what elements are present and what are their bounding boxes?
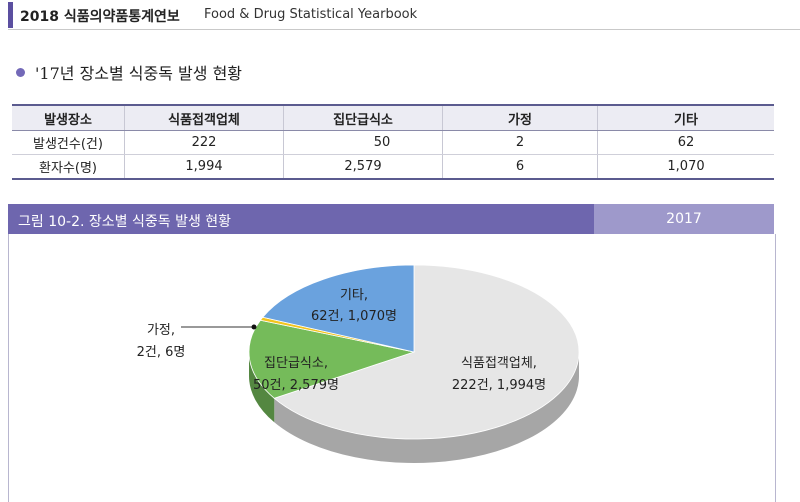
table-cell: 50: [283, 130, 443, 155]
home-leader-dot: [251, 324, 257, 330]
table-cell: 환자수(명): [12, 154, 125, 180]
statistics-table: 발생장소 식품접객업체 집단급식소 가정 기타 발생건수(건) 222 50 2…: [12, 104, 774, 180]
bullet-icon: [16, 68, 25, 77]
label-home-value: 2건, 6명: [137, 345, 186, 360]
figure-title-bar: 그림 10-2. 장소별 식중독 발생 현황 2017: [8, 204, 774, 234]
label-restaurant-value: 222건, 1,994명: [452, 378, 546, 393]
column-header: 가정: [442, 104, 598, 131]
page-header: 2018 식품의약품통계연보 Food & Drug Statistical Y…: [0, 0, 800, 30]
table-header-row: 발생장소 식품접객업체 집단급식소 가정 기타: [12, 104, 774, 131]
label-other-value: 62건, 1,070명: [311, 309, 397, 324]
header-title-korean: 2018 식품의약품통계연보: [20, 9, 180, 25]
figure-year: 2017: [666, 211, 702, 227]
pie-chart: 기타, 62건, 1,070명 가정, 2건, 6명 집단급식소, 50건, 2…: [137, 264, 580, 463]
table-row: 발생건수(건) 222 50 2 62: [12, 130, 774, 155]
pie-leader: [181, 324, 257, 330]
table-cell: 1,994: [124, 154, 284, 180]
label-restaurant-name: 식품접객업체,: [461, 356, 537, 371]
table-cell: 2: [442, 130, 598, 155]
column-header: 발생장소: [12, 104, 125, 131]
pie-side-restaurant: [274, 352, 579, 463]
section-subtitle: '17년 장소별 식중독 발생 현황: [16, 60, 242, 84]
column-header: 기타: [597, 104, 774, 131]
header-divider: [8, 29, 800, 30]
table-cell: 2,579: [283, 154, 443, 180]
figure-year-bg: [594, 204, 774, 234]
table-cell: 발생건수(건): [12, 130, 125, 155]
pie-slice-cafeteria: [248, 319, 416, 399]
table-cell: 6: [442, 154, 598, 180]
section-subtitle-text: '17년 장소별 식중독 발생 현황: [35, 64, 243, 83]
label-other-name: 기타,: [340, 288, 368, 303]
figure-title: 그림 10-2. 장소별 식중독 발생 현황: [18, 214, 232, 230]
pie-tops: [248, 264, 580, 440]
table-cell: 1,070: [597, 154, 774, 180]
figure-box: 기타, 62건, 1,070명 가정, 2건, 6명 집단급식소, 50건, 2…: [8, 234, 776, 502]
label-cafeteria-name: 집단급식소,: [264, 356, 328, 371]
column-header: 식품접객업체: [124, 104, 284, 131]
table-row: 환자수(명) 1,994 2,579 6 1,070: [12, 154, 774, 180]
header-accent-bar: [8, 2, 13, 28]
header-title-english: Food & Drug Statistical Yearbook: [204, 7, 418, 22]
label-home-name: 가정,: [147, 323, 175, 338]
figure-title-bg: [8, 204, 594, 234]
pie-slice-other: [262, 264, 415, 353]
table-cell: 222: [124, 130, 284, 155]
label-cafeteria-value: 50건, 2,579명: [253, 378, 339, 393]
pie-side-cafeteria: [249, 352, 275, 423]
pie-slice-restaurant: [273, 264, 580, 440]
table-cell: 62: [597, 130, 774, 155]
column-header: 집단급식소: [283, 104, 443, 131]
pie-sides: [249, 352, 579, 463]
